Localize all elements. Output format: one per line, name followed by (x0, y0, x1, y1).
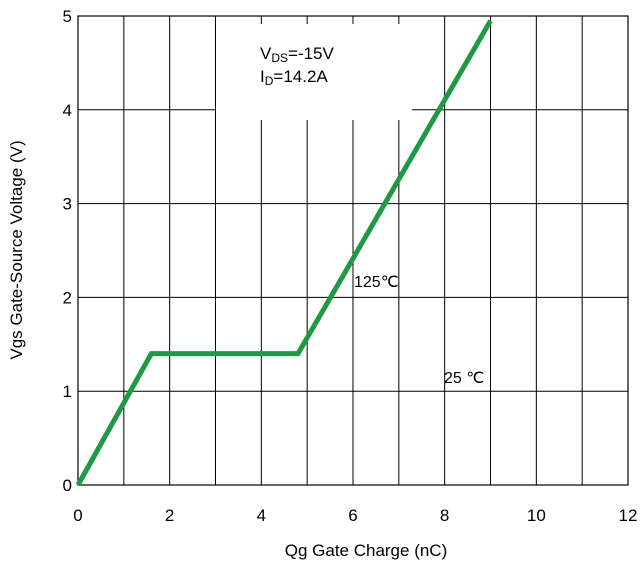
y-tick-label: 1 (63, 382, 72, 401)
x-axis-label: Qg Gate Charge (nC) (285, 541, 448, 560)
x-tick-label: 8 (440, 506, 449, 525)
plot-frame (77, 15, 629, 486)
annotation-25c: 25 ℃ (444, 370, 484, 387)
conditions-id: ID=14.2A (260, 67, 328, 88)
series-line (75, 19, 493, 487)
y-tick-label: 2 (63, 288, 72, 307)
x-tick-label: 10 (527, 506, 546, 525)
x-tick-label: 12 (619, 506, 638, 525)
conditions-vds: VDS=-15V (260, 44, 335, 65)
x-tick-label: 2 (165, 506, 174, 525)
x-tick-label: 6 (348, 506, 357, 525)
y-tick-label: 5 (63, 7, 72, 26)
series-layer (75, 19, 493, 487)
y-axis-label: Vgs Gate-Source Voltage (V) (7, 140, 26, 359)
annotation-125c: 125℃ (354, 274, 399, 291)
y-tick-label: 3 (63, 195, 72, 214)
y-tick-label: 0 (63, 476, 72, 495)
x-tick-label: 4 (257, 506, 266, 525)
conditions-box (216, 24, 412, 120)
y-tick-label: 4 (63, 101, 72, 120)
x-tick-label: 0 (73, 506, 82, 525)
